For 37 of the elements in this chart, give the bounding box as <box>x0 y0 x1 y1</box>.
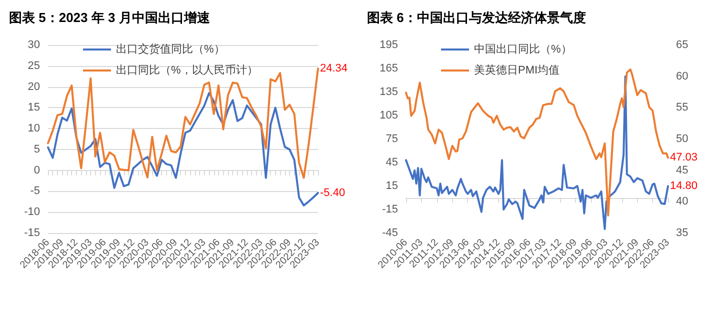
y2-tick-label: 45 <box>676 164 688 176</box>
y2-tick-label: 55 <box>676 102 688 114</box>
data-label: 47.03 <box>670 152 698 164</box>
y-tick-label: 165 <box>380 62 398 74</box>
legend-label: 美英德日PMI均值 <box>474 64 560 76</box>
y-tick-label: 45 <box>386 156 398 168</box>
y-tick-label: -15 <box>382 204 398 216</box>
y-tick-label: 75 <box>386 133 398 145</box>
y-tick-label: 15 <box>386 180 398 192</box>
legend-label: 出口交货值同比（%） <box>116 42 225 56</box>
y2-tick-label: 65 <box>676 39 688 51</box>
y-tick-label: 25 <box>28 60 40 72</box>
legend-label: 中国出口同比（%） <box>474 42 572 56</box>
y-tick-label: -15 <box>24 227 40 239</box>
chart-title: 图表 5：2023 年 3 月中国出口增速 <box>9 10 211 25</box>
y-tick-label: 135 <box>380 86 398 98</box>
line-series <box>47 92 319 206</box>
data-label: -5.40 <box>320 186 346 199</box>
y-tick-label: 105 <box>380 110 398 122</box>
y-tick-label: 0 <box>34 164 40 176</box>
y-tick-label: 5 <box>34 143 40 156</box>
y-tick-label: -45 <box>382 227 398 239</box>
y-tick-label: 30 <box>28 39 40 51</box>
y2-tick-label: 35 <box>676 227 688 239</box>
y-tick-label: 195 <box>380 39 398 51</box>
y2-tick-label: 50 <box>676 133 688 145</box>
data-label: 24.34 <box>320 62 348 75</box>
y2-tick-label: 40 <box>676 196 688 208</box>
y-tick-label: 10 <box>28 122 40 135</box>
data-label: 14.80 <box>670 180 698 192</box>
y-tick-label: -5 <box>30 185 40 198</box>
y-tick-label: -10 <box>24 206 40 218</box>
chart-title: 图表 6：中国出口与发达经济体景气度 <box>367 10 586 25</box>
y-tick-label: 20 <box>28 80 40 93</box>
legend-label: 出口同比（%，以人民币计） <box>116 64 258 76</box>
y-tick-label: 15 <box>28 102 40 114</box>
y2-tick-label: 60 <box>676 70 688 82</box>
